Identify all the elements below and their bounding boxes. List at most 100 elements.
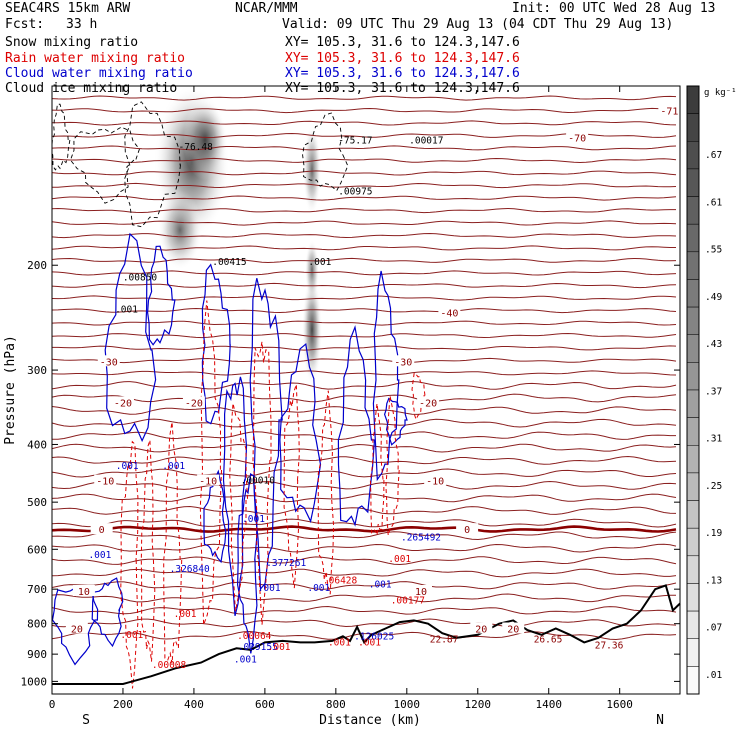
colorbar-segment [686,334,700,363]
isotherm-label-bg [438,306,461,318]
snow-contour [69,126,140,204]
y-tick-label: 800 [27,618,47,631]
isotherm-line [52,195,677,201]
colorbar-label: .19 [705,528,722,539]
colorbar-segment [686,472,700,501]
contour-value-label: .001 [174,609,197,620]
field-cloudice-name: Cloud ice mixing ratio [5,81,178,96]
isotherm-label: -30 [100,357,118,368]
isotherm-line [52,443,677,453]
colorbar-segment [686,638,700,667]
isotherm-line [52,95,677,101]
contour-value-label: .06428 [323,576,358,587]
contour-value-label: .377261 [266,558,306,569]
cloud-water-contour [279,342,322,524]
y-tick-label: 400 [27,438,47,451]
isotherm-label-bg [409,584,432,596]
isotherm-line [52,370,677,376]
colorbar-segment [686,168,700,197]
isotherm-line [52,145,677,151]
colorbar-unit: g kg⁻¹ [704,88,737,98]
isotherm-line [52,257,677,264]
rain-water-contour [385,395,400,536]
colorbar-segment [686,196,700,225]
contour-value-label: -75.17 [338,136,372,147]
isotherm-line [52,480,677,490]
valid-time: Valid: 09 UTC Thu 29 Aug 13 (04 CDT Thu … [282,17,674,32]
isotherm-label-bg [502,622,525,634]
isotherm-label: -10 [426,477,444,488]
x-tick-label: 800 [326,698,346,711]
y-axis-label: Pressure (hPa) [3,335,18,445]
rain-water-contour [369,403,385,536]
isotherm-label: -30 [394,357,412,368]
isotherm-line [52,593,677,603]
isotherm-label: -70 [568,133,586,144]
isotherm-line [52,295,677,301]
isotherm-line [52,220,677,226]
cloud-water-contour [146,245,176,346]
contour-value-label: 26.65 [534,634,563,645]
colorbar-segment [686,306,700,335]
isotherm-line [52,468,677,478]
x-tick-label: 1000 [394,698,421,711]
rain-water-contour [317,390,335,595]
isotherm-label-bg [456,523,479,535]
y-tick-label: 1000 [21,675,48,688]
contour-value-label: .326840 [170,564,210,575]
colorbar: .67 .61 .55 .49 .43 .37 .31 .25 .19 .13 .07 .01 [686,85,722,695]
isotherm-line [52,431,676,441]
cloud-water-contour [249,278,283,591]
colorbar-segment [686,445,700,474]
isotherm-label-bg [424,474,447,486]
isotherm-line [52,393,677,403]
contour-value-label: .001 [308,257,331,268]
isotherm-line [52,518,677,528]
contour-value-label: .265492 [401,533,441,544]
isotherm-line [52,455,677,466]
isotherm-label: 10 [415,587,427,598]
field-cloudice-xy: XY= 105.3, 31.6 to 124.3,147.6 [285,81,520,96]
contour-value-label: .001 [268,642,291,653]
south-end-label: S [82,713,90,728]
cloud-water-contour [222,376,248,616]
colorbar-segment [686,279,700,308]
colorbar-segment [686,555,700,584]
contour-value-label: .001 [388,554,411,565]
isotherm-label-bg [97,355,120,367]
contour-value-label: 22.87 [430,634,459,645]
cloud-water-contour [337,325,376,527]
rain-water-contour [140,439,156,662]
x-tick-label: 0 [49,698,56,711]
isotherm-line [52,556,677,566]
isotherm-line [52,270,677,276]
colorbar-segment [686,113,700,142]
colorbar-segment [686,223,700,253]
field-snow-name: Snow mixing ratio [5,35,139,50]
isotherm-line [52,357,677,364]
isotherm-label-bg [566,131,589,143]
rain-water-contour [120,440,139,689]
field-rain-name: Rain water mixing ratio [5,51,186,66]
forecast-hour: 33 h [66,17,98,32]
isotherm-label: -20 [185,398,203,409]
contour-value-label: .001 [88,550,111,561]
contour-value-label: .00415 [212,257,246,268]
contour-value-label: .029155 [238,642,278,653]
colorbar-segment [686,500,700,529]
isotherm-label-bg [417,396,440,408]
isotherm-line [52,320,677,326]
isotherm-line [52,531,677,541]
isotherm-line [52,107,677,114]
snow-contour [124,101,182,228]
isotherm-label-bg [72,584,95,596]
field-cloudwater-name: Cloud water mixing ratio [5,66,193,81]
isotherm-label-bg [90,523,113,535]
isotherm-line [52,605,677,615]
isotherm-line [52,568,677,578]
isotherm-line [52,207,676,214]
isotherm-label-bg [65,622,88,634]
contour-value-label: -76.48 [179,142,214,153]
y-tick-label: 300 [27,364,47,377]
isotherm-line [52,406,677,415]
